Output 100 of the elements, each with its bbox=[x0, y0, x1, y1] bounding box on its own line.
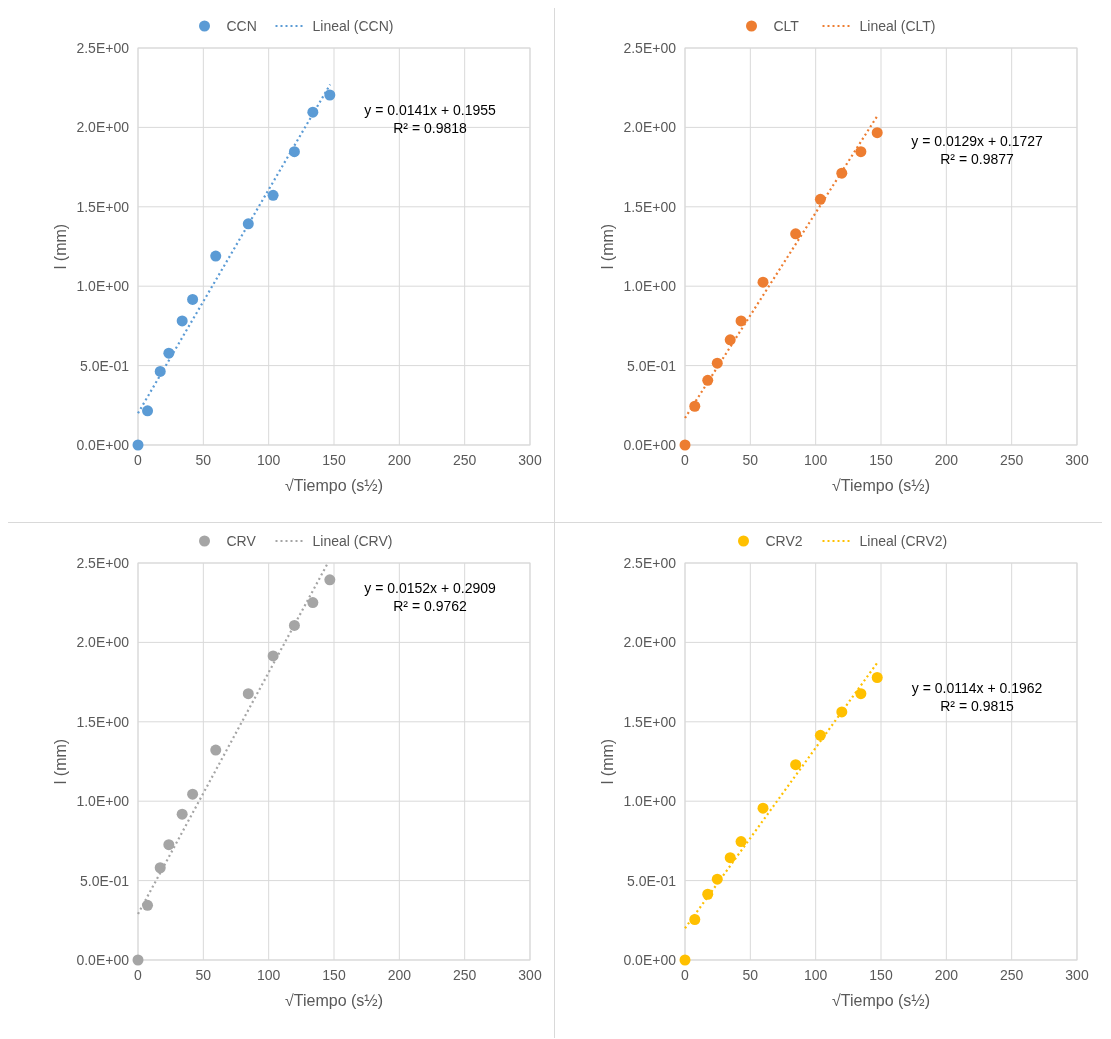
point bbox=[187, 788, 199, 800]
y-tick-label: 1.0E+00 bbox=[76, 793, 130, 810]
x-axis-title: √Tiempo (s½) bbox=[285, 477, 383, 494]
point bbox=[288, 146, 300, 158]
point bbox=[757, 276, 769, 288]
legend-label: CLT bbox=[773, 17, 800, 34]
y-axis-title: l (mm) bbox=[599, 738, 616, 785]
x-tick-label: 200 bbox=[934, 452, 959, 468]
x-tick-label: 300 bbox=[1065, 967, 1089, 983]
y-tick-label: 1.0E+00 bbox=[623, 278, 677, 295]
y-tick-label: 2.5E+00 bbox=[623, 554, 677, 571]
point bbox=[702, 374, 714, 386]
y-axis-title: l (mm) bbox=[52, 223, 69, 270]
x-tick-label: 250 bbox=[452, 967, 477, 983]
point bbox=[324, 574, 336, 586]
annotation: R² = 0.9762 bbox=[393, 598, 468, 614]
point bbox=[679, 439, 691, 451]
x-tick-label: 100 bbox=[256, 967, 281, 983]
y-tick-label: 1.5E+00 bbox=[623, 198, 677, 215]
annotation: y = 0.0129x + 0.1727 bbox=[911, 133, 1044, 150]
point bbox=[324, 89, 336, 101]
x-tick-label: 300 bbox=[518, 967, 542, 983]
point bbox=[242, 688, 254, 700]
y-tick-label: 1.0E+00 bbox=[623, 793, 677, 810]
point bbox=[132, 954, 144, 966]
annotation: y = 0.0141x + 0.1955 bbox=[364, 101, 497, 118]
y-tick-label: 1.0E+00 bbox=[76, 278, 130, 295]
y-tick-label: 1.5E+00 bbox=[76, 198, 130, 215]
y-tick-label: 0.0E+00 bbox=[76, 951, 130, 968]
x-tick-label: 150 bbox=[869, 967, 893, 983]
y-tick-label: 0.0E+00 bbox=[623, 436, 677, 453]
x-tick-label: 150 bbox=[322, 452, 346, 468]
annotation: y = 0.0152x + 0.2909 bbox=[364, 580, 497, 596]
point bbox=[132, 439, 144, 451]
legend-label: CCN bbox=[226, 17, 257, 34]
x-tick-label: 200 bbox=[934, 967, 959, 983]
point bbox=[790, 759, 802, 771]
point bbox=[288, 619, 300, 631]
x-tick-label: 200 bbox=[387, 452, 412, 468]
x-tick-label: 100 bbox=[256, 452, 281, 468]
point bbox=[307, 597, 319, 609]
point bbox=[679, 954, 691, 966]
legend-label: Lineal (CLT) bbox=[859, 17, 936, 34]
x-tick-label: 150 bbox=[322, 967, 346, 983]
x-axis-title: √Tiempo (s½) bbox=[832, 477, 930, 494]
x-tick-label: 50 bbox=[742, 452, 759, 468]
x-tick-label: 300 bbox=[518, 452, 542, 468]
x-tick-label: 100 bbox=[803, 967, 828, 983]
point bbox=[142, 405, 154, 417]
x-tick-label: 250 bbox=[999, 452, 1024, 468]
x-tick-label: 0 bbox=[134, 967, 143, 983]
legend-label: CRV2 bbox=[765, 532, 803, 549]
y-tick-label: 2.0E+00 bbox=[76, 634, 130, 651]
point bbox=[814, 193, 826, 205]
y-tick-label: 2.0E+00 bbox=[76, 119, 130, 136]
point bbox=[176, 315, 188, 327]
legend-label: Lineal (CCN) bbox=[312, 17, 394, 34]
point bbox=[267, 189, 279, 201]
x-tick-label: 50 bbox=[742, 967, 759, 983]
x-tick-label: 0 bbox=[681, 967, 690, 983]
legend-label: CRV bbox=[226, 532, 257, 549]
y-tick-label: 2.5E+00 bbox=[76, 554, 130, 571]
point bbox=[163, 839, 175, 851]
y-tick-label: 5.0E-01 bbox=[79, 357, 130, 374]
annotation: y = 0.0114x + 0.1962 bbox=[911, 680, 1043, 697]
point bbox=[724, 852, 736, 864]
annotation: R² = 0.9818 bbox=[393, 119, 468, 136]
x-tick-label: 50 bbox=[195, 967, 212, 983]
x-tick-label: 250 bbox=[452, 452, 477, 468]
x-tick-label: 200 bbox=[387, 967, 412, 983]
point bbox=[210, 744, 222, 756]
y-tick-label: 0.0E+00 bbox=[76, 436, 130, 453]
point bbox=[855, 688, 867, 700]
y-tick-label: 5.0E-01 bbox=[626, 357, 677, 374]
y-tick-label: 1.5E+00 bbox=[623, 713, 677, 730]
x-tick-label: 50 bbox=[195, 452, 212, 468]
point bbox=[142, 899, 154, 911]
y-tick-label: 2.5E+00 bbox=[76, 39, 130, 56]
point bbox=[210, 250, 222, 262]
y-axis-title: l (mm) bbox=[52, 738, 69, 785]
x-tick-label: 0 bbox=[681, 452, 690, 468]
point bbox=[790, 228, 802, 240]
legend-label: Lineal (CRV) bbox=[312, 532, 393, 549]
point bbox=[154, 365, 166, 377]
y-tick-label: 2.0E+00 bbox=[623, 119, 677, 136]
y-tick-label: 5.0E-01 bbox=[626, 872, 677, 889]
y-tick-label: 5.0E-01 bbox=[79, 872, 130, 889]
point bbox=[757, 802, 769, 814]
point bbox=[187, 293, 199, 305]
point bbox=[814, 729, 826, 741]
y-axis-title: l (mm) bbox=[599, 223, 616, 270]
y-tick-label: 2.5E+00 bbox=[623, 39, 677, 56]
point bbox=[855, 146, 867, 158]
point bbox=[176, 808, 188, 820]
y-tick-label: 2.0E+00 bbox=[623, 634, 677, 651]
x-tick-label: 300 bbox=[1065, 452, 1089, 468]
point bbox=[871, 672, 883, 683]
point bbox=[871, 127, 883, 139]
y-tick-label: 0.0E+00 bbox=[623, 951, 677, 968]
point bbox=[735, 836, 747, 848]
